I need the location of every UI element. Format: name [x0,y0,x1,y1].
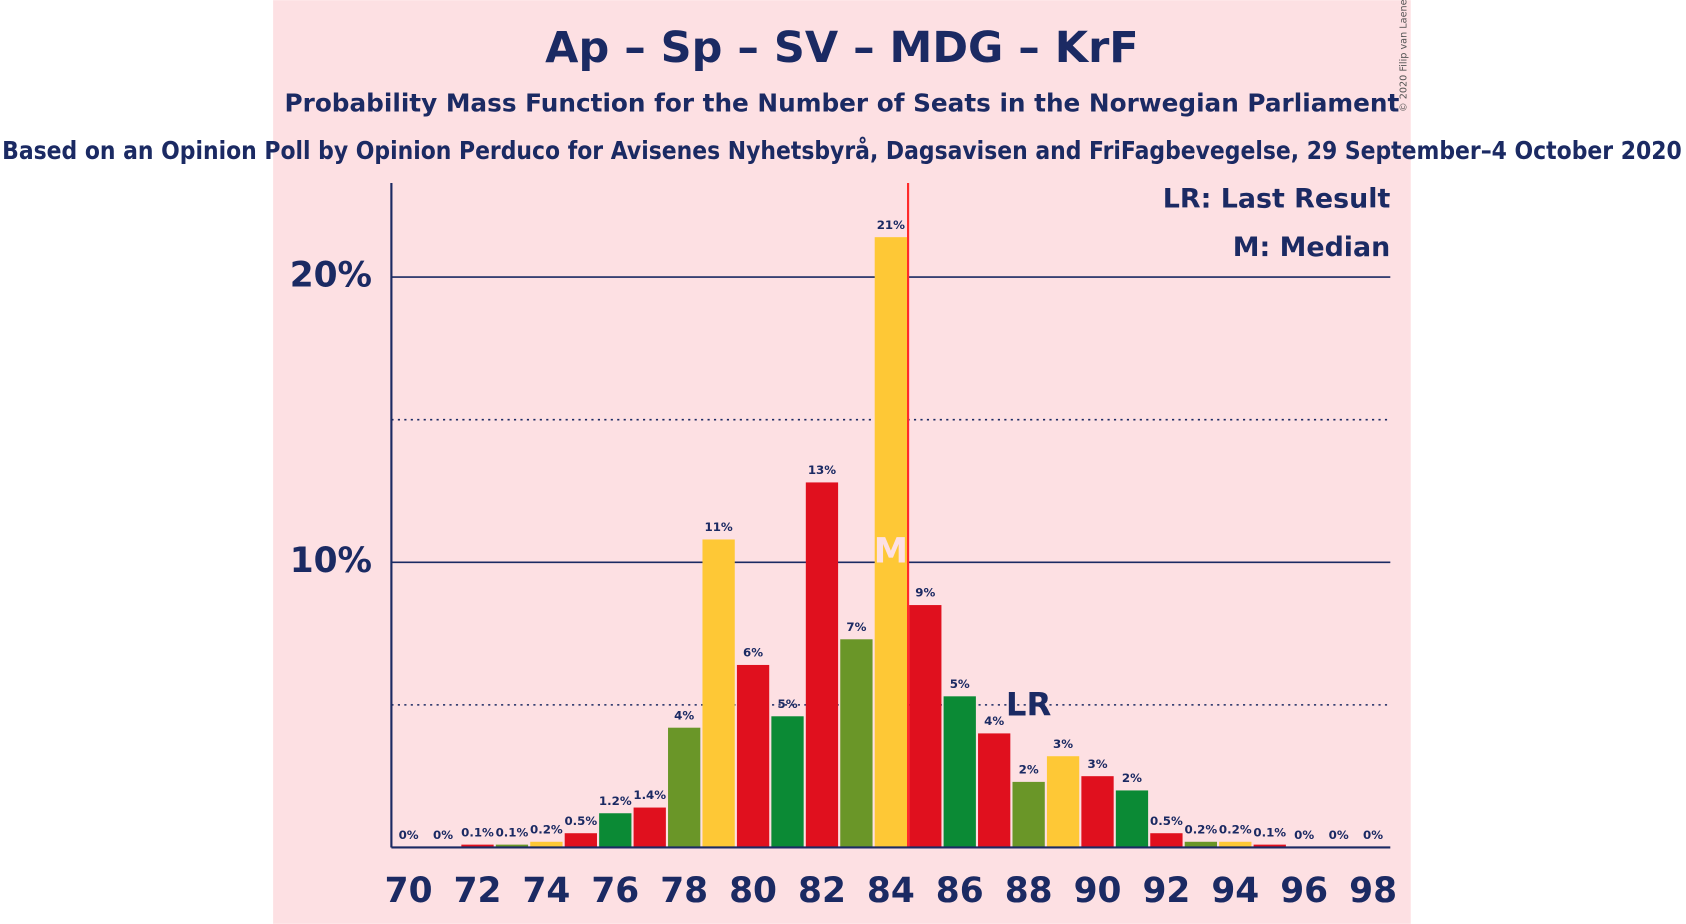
value-label: 0% [433,828,453,842]
last-result-marker: LR [1006,686,1052,724]
value-label: 4% [674,708,694,722]
value-label: 0.1% [461,825,494,839]
value-label: 0.1% [1253,825,1286,839]
legend-entry: M: Median [1233,232,1391,263]
bar [874,237,907,848]
value-label: 0.2% [530,822,563,836]
bar [633,807,666,848]
value-label: 0.5% [1150,814,1183,828]
value-label: 4% [984,714,1004,728]
value-label: 2% [1019,763,1039,777]
x-tick-label: 84 [867,871,915,911]
bar [599,813,632,848]
bar [1046,756,1080,848]
plot-area: 10%20%0% 0% 0.1% 0.1% 0.2%0.5%1.2% 1.4%4%11%6… [290,182,1397,911]
bar [736,664,770,848]
value-label: 0% [1329,828,1349,842]
bar [1219,841,1252,848]
bar [530,841,563,848]
bar [943,696,976,848]
x-tick-label: 70 [385,871,433,911]
x-tick-label: 90 [1074,871,1122,911]
bar [1081,776,1114,848]
bar [702,539,735,848]
bar [840,639,873,848]
x-tick-label: 74 [522,871,570,911]
copyright: © 2020 Filip van Laenen [1398,0,1409,112]
value-label: 0.2% [1219,822,1252,836]
bar [668,727,701,848]
value-label: 7% [846,620,866,634]
bar [461,844,494,848]
x-tick-label: 88 [1005,871,1053,911]
bar [1253,844,1286,848]
y-tick-label: 10% [290,541,372,581]
value-label: 1.2% [599,794,632,808]
x-tick-label: 82 [798,871,846,911]
value-label: 1.4% [633,788,666,802]
chart-title: Ap – Sp – SV – MDG – KrF [545,23,1139,73]
value-label: 3% [1087,757,1107,771]
x-tick-label: 86 [936,871,984,911]
bar [1184,841,1218,848]
legend-entry: LR: Last Result [1163,184,1391,215]
value-label: 5% [950,677,970,691]
bar [495,844,529,848]
bar [1150,833,1183,848]
value-label: 0% [1363,828,1383,842]
x-tick-label: 78 [660,871,708,911]
bar [978,733,1011,848]
median-marker: M [874,532,908,572]
x-tick-label: 80 [729,871,777,911]
value-label: 0.2% [1184,822,1217,836]
bar [1012,781,1045,848]
x-tick-label: 98 [1349,871,1397,911]
value-label: 2% [1122,771,1142,785]
bar [909,605,942,848]
bar [564,833,597,848]
value-label: 3% [1053,737,1073,751]
value-label: 11% [704,520,732,534]
value-label: 0% [399,828,419,842]
x-tick-label: 76 [591,871,639,911]
value-label: 0.1% [496,825,529,839]
chart-subtitle: Based on an Opinion Poll by Opinion Perd… [2,136,1682,165]
x-tick-label: 94 [1211,871,1259,911]
value-label: 21% [877,218,905,232]
value-label: 6% [743,646,763,660]
bar [805,482,839,848]
chart-subtitle: Probability Mass Function for the Number… [285,88,1400,117]
bar [1115,790,1149,848]
bar [771,716,804,848]
x-tick-label: 96 [1280,871,1328,911]
value-label: 0% [1294,828,1314,842]
value-label: 13% [808,463,836,477]
value-label: 9% [915,586,935,600]
y-tick-label: 20% [290,256,372,296]
x-tick-label: 72 [454,871,502,911]
x-tick-label: 92 [1142,871,1190,911]
value-label: 0.5% [564,814,597,828]
value-label: 5% [777,697,797,711]
